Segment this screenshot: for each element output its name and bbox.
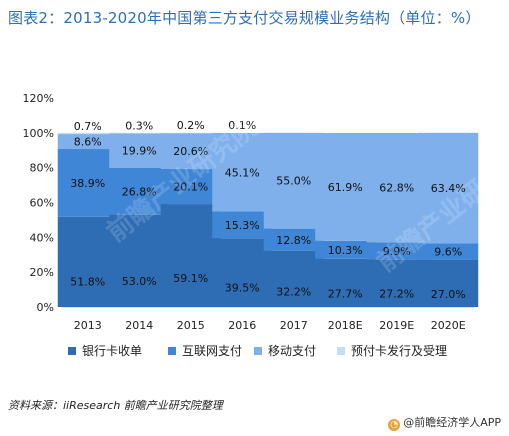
brand-text: @前瞻经济学人APP — [403, 416, 501, 429]
x-tick-label: 2015 — [177, 319, 205, 332]
data-label: 63.4% — [431, 182, 466, 195]
data-label: 20.1% — [173, 181, 208, 194]
x-tick-label: 2017 — [280, 319, 308, 332]
x-axis: 2013 2014 2015 2016 2017 2018E 2019E 2020E — [74, 319, 466, 332]
data-label: 19.9% — [122, 145, 157, 158]
bar-segment — [366, 259, 427, 307]
bar-segment — [366, 133, 427, 243]
bar-segment — [212, 238, 273, 307]
data-label: 38.9% — [70, 177, 105, 190]
data-label: 27.0% — [431, 288, 466, 301]
bar-segment — [109, 132, 170, 134]
bar-segment — [315, 258, 376, 307]
bar-segment — [160, 204, 221, 307]
x-tick-label: 2013 — [74, 319, 102, 332]
y-tick-label: 40% — [30, 231, 54, 244]
bars: 51.8% 38.9% 8.6% 0.7% 53.0% 26.8% 19.9% 0.3% 59.… — [57, 119, 479, 307]
bar-segment — [418, 243, 479, 260]
bar-segment — [57, 216, 118, 307]
data-label: 0.7% — [74, 120, 102, 133]
data-label: 32.2% — [276, 285, 311, 298]
data-label: 15.3% — [225, 219, 260, 232]
legend-swatch — [254, 347, 262, 355]
data-label: 12.8% — [276, 234, 311, 247]
data-label: 9.6% — [434, 246, 462, 259]
legend-label: 银行卡收单 — [82, 344, 142, 358]
data-label: 20.6% — [173, 145, 208, 158]
data-label: 53.0% — [122, 275, 157, 288]
legend-label: 移动支付 — [268, 344, 316, 358]
data-label: 26.8% — [122, 185, 157, 198]
bar-segment — [263, 250, 324, 307]
legend-label: 互联网支付 — [182, 344, 242, 358]
y-tick-label: 120% — [23, 92, 54, 105]
x-tick-label: 2016 — [228, 319, 256, 332]
y-tick-label: 80% — [30, 162, 54, 175]
x-tick-label: 2018E — [328, 319, 363, 332]
brand-credit: ◔ @前瞻经济学人APP — [388, 414, 501, 431]
legend-swatch — [337, 347, 345, 355]
bar-segment — [57, 149, 118, 217]
data-label: 51.8% — [70, 276, 105, 289]
bar-segment — [160, 169, 221, 205]
legend-swatch — [168, 347, 176, 355]
bar-segment — [315, 133, 376, 241]
legend: 银行卡收单 互联网支付 移动支付 预付卡发行及受理 — [68, 343, 447, 358]
data-label: 39.5% — [225, 282, 260, 295]
data-label: 10.3% — [328, 244, 363, 257]
bar-segment — [57, 132, 118, 135]
data-label: 27.2% — [379, 288, 414, 301]
chart-title: 图表2：2013-2020年中国第三方支付交易规模业务结构（单位：%） — [8, 9, 481, 27]
data-label: 62.8% — [379, 182, 414, 195]
data-label: 59.1% — [173, 272, 208, 285]
data-label: 61.9% — [328, 181, 363, 194]
bar-segment — [212, 133, 273, 212]
x-tick-label: 2019E — [379, 319, 414, 332]
bar-segment — [109, 168, 170, 215]
bar-segment — [418, 259, 479, 307]
legend-label: 预付卡发行及受理 — [351, 343, 447, 358]
data-label: 0.2% — [177, 119, 205, 132]
bar-segment — [57, 134, 118, 150]
y-tick-label: 0% — [37, 301, 54, 314]
x-tick-label: 2020E — [431, 319, 466, 332]
data-label: 8.6% — [74, 136, 102, 149]
bar-segment — [263, 132, 324, 229]
bar-segment — [109, 133, 170, 169]
data-label: 55.0% — [276, 175, 311, 188]
y-tick-label: 60% — [30, 197, 54, 210]
data-label: 27.7% — [328, 287, 363, 300]
bar-segment — [160, 133, 221, 170]
bar-segment — [263, 228, 324, 251]
legend-swatch — [68, 347, 76, 355]
data-label: 0.1% — [228, 119, 256, 132]
y-tick-label: 100% — [23, 127, 54, 140]
data-label: 9.9% — [383, 245, 411, 258]
bar-segment — [109, 214, 170, 307]
bar-segment — [212, 211, 273, 239]
bar-segment — [315, 240, 376, 259]
bar-segment — [418, 132, 479, 244]
data-label: 45.1% — [225, 166, 260, 179]
x-tick-label: 2014 — [125, 319, 153, 332]
source-note: 资料来源：iiResearch 前瞻产业研究院整理 — [8, 399, 223, 412]
bar-segment — [366, 242, 427, 260]
y-tick-label: 20% — [30, 266, 54, 279]
brand-logo-icon: ◔ — [388, 419, 401, 431]
data-label: 0.3% — [125, 119, 153, 132]
